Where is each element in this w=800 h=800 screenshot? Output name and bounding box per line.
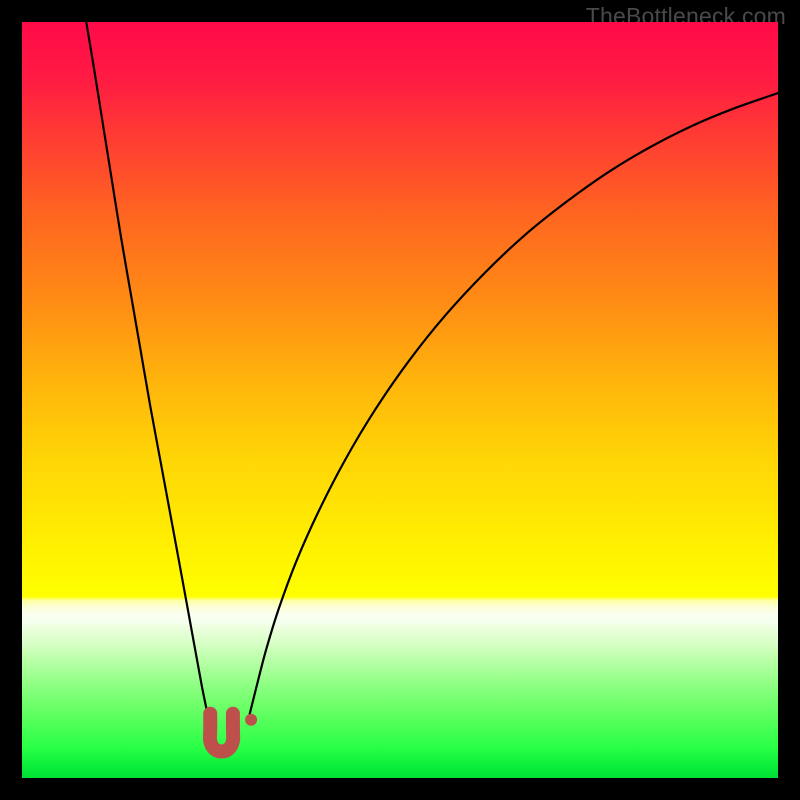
gradient-background xyxy=(22,22,778,778)
dot-marker xyxy=(245,714,257,726)
plot-svg xyxy=(22,22,778,778)
chart-frame: TheBottleneck.com xyxy=(0,0,800,800)
plot-area xyxy=(22,22,778,778)
